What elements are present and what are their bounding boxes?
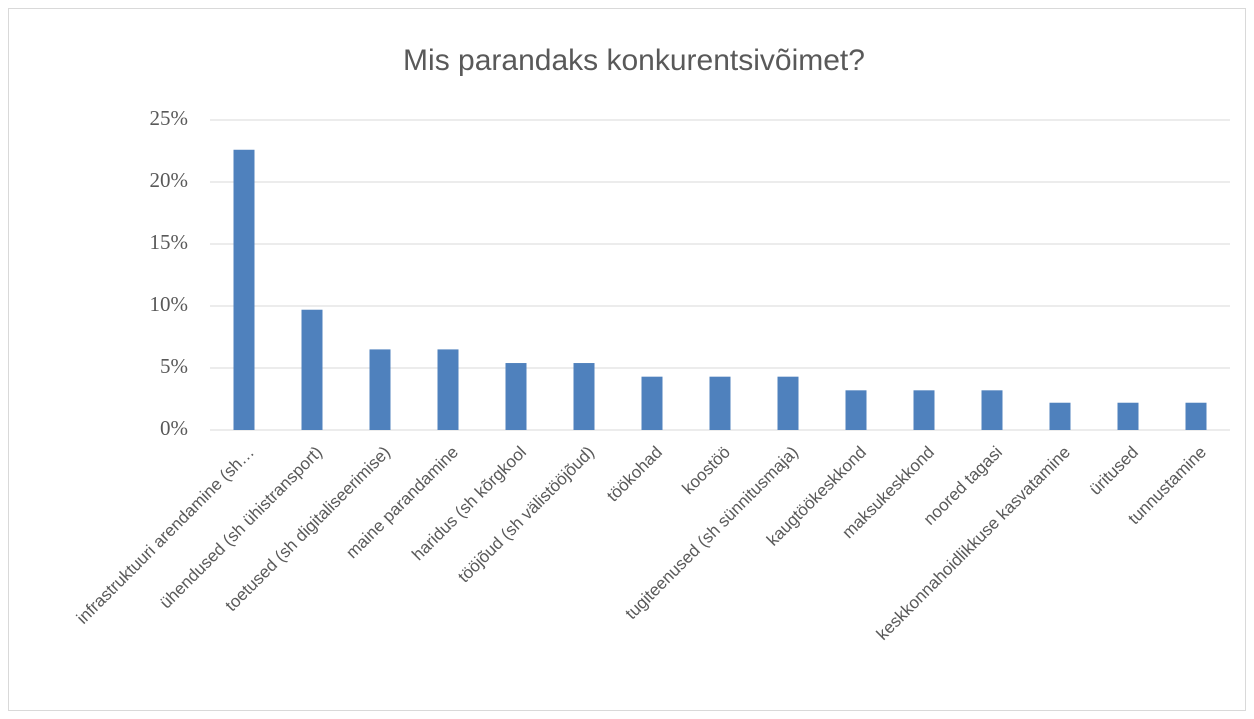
- bar: [1117, 402, 1139, 430]
- bar: [641, 376, 663, 430]
- y-tick-label: 0%: [160, 416, 188, 440]
- bar: [981, 390, 1003, 430]
- bar: [1185, 402, 1207, 430]
- bar: [301, 309, 323, 430]
- bar: [437, 349, 459, 430]
- y-tick-label: 10%: [150, 292, 189, 316]
- y-tick-label: 20%: [150, 168, 189, 192]
- y-tick-label: 25%: [150, 106, 189, 130]
- bar: [913, 390, 935, 430]
- bar: [369, 349, 391, 430]
- chart-title: Mis parandaks konkurentsivõimet?: [403, 44, 865, 77]
- chart-border: [8, 8, 1246, 711]
- bar: [709, 376, 731, 430]
- bar: [1049, 402, 1071, 430]
- y-tick-label: 15%: [150, 230, 189, 254]
- y-tick-label: 5%: [160, 354, 188, 378]
- bar: [845, 390, 867, 430]
- bar: [573, 363, 595, 430]
- bar: [777, 376, 799, 430]
- bar: [505, 363, 527, 430]
- bar: [233, 149, 255, 430]
